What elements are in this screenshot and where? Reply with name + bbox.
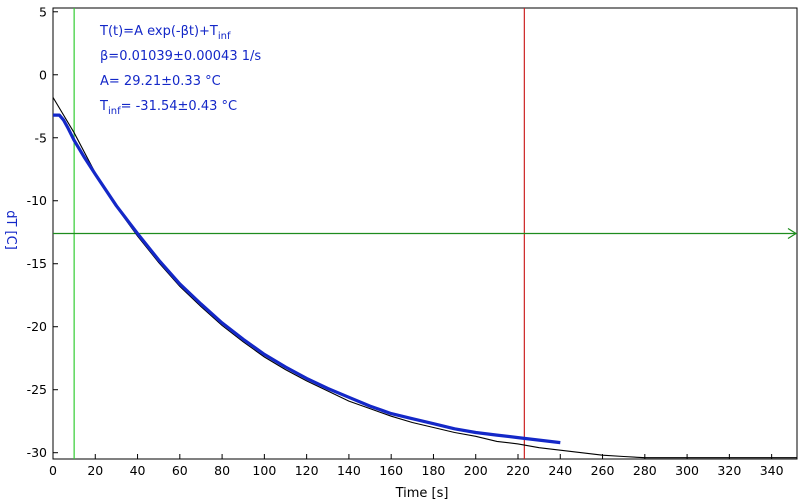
annotation-line-1-main: T(t)=A exp(-βt)+T — [99, 24, 218, 39]
annotation-line-1-sub: inf — [218, 31, 231, 42]
y-tick-label: -25 — [27, 382, 47, 397]
series-measured-data — [53, 113, 561, 445]
x-tick-label: 260 — [591, 463, 615, 478]
fit-annotation: T(t)=A exp(-βt)+Tinf β=0.01039±0.00043 1… — [99, 24, 261, 117]
x-tick-label: 0 — [49, 463, 57, 478]
x-axis: 0 20 40 60 80 100 120 140 160 180 200 220 240 260 280 3… — [49, 454, 784, 478]
x-tick-label: 300 — [675, 463, 699, 478]
x-tick-label: 240 — [548, 463, 572, 478]
y-tick-label: -15 — [27, 256, 47, 271]
x-tick-label: 140 — [337, 463, 361, 478]
x-tick-label: 180 — [422, 463, 446, 478]
x-tick-label: 60 — [172, 463, 188, 478]
y-tick-label: 0 — [39, 67, 47, 82]
y-axis: 5 0 -5 -10 -15 -20 -25 -30 — [27, 4, 58, 460]
annotation-line-3: A= 29.21±0.33 °C — [100, 74, 221, 89]
x-tick-label: 160 — [379, 463, 403, 478]
y-axis-label: dT [C] — [3, 210, 18, 250]
cursor-arrow-icon — [787, 227, 798, 240]
annotation-line-2: β=0.01039±0.00043 1/s — [100, 49, 261, 64]
x-tick-label: 80 — [214, 463, 230, 478]
x-tick-label: 100 — [252, 463, 276, 478]
x-tick-label: 320 — [717, 463, 741, 478]
y-tick-label: 5 — [39, 4, 47, 19]
x-tick-label: 200 — [464, 463, 488, 478]
x-tick-label: 340 — [760, 463, 784, 478]
y-tick-label: -10 — [27, 193, 47, 208]
x-axis-label: Time [s] — [395, 486, 449, 501]
x-tick-label: 220 — [506, 463, 530, 478]
annotation-line-4-rest: = -31.54±0.43 °C — [121, 99, 237, 114]
annotation-line-4: Tinf= -31.54±0.43 °C — [99, 99, 237, 117]
annotation-line-1: T(t)=A exp(-βt)+Tinf — [99, 24, 231, 42]
annotation-line-4-main: T — [99, 99, 108, 114]
x-tick-label: 20 — [87, 463, 103, 478]
x-tick-label: 120 — [295, 463, 319, 478]
y-tick-label: -30 — [27, 445, 47, 460]
x-tick-label: 40 — [130, 463, 146, 478]
annotation-line-4-sub: inf — [108, 106, 121, 117]
x-tick-label: 280 — [633, 463, 657, 478]
y-tick-label: -5 — [35, 130, 47, 145]
y-tick-label: -20 — [27, 319, 47, 334]
series-fit-curve — [52, 97, 797, 459]
